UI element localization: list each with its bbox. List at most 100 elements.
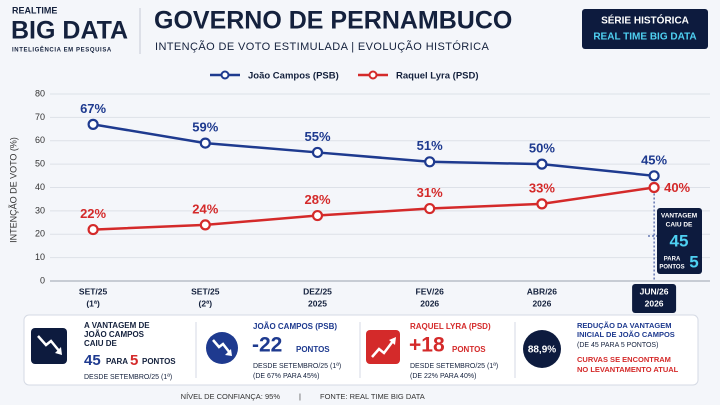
card-text: CURVAS SE ENCONTRAM xyxy=(577,355,671,364)
footer-separator: | xyxy=(299,392,301,401)
data-point xyxy=(199,137,211,149)
x-tick-label: 2026 xyxy=(420,298,439,308)
card-icon-arrow-head xyxy=(55,347,62,355)
card-text: NO LEVANTAMENTO ATUAL xyxy=(577,365,679,374)
card-icon-arrow xyxy=(371,340,394,358)
card-text: INICIAL DE JOÃO CAMPOS xyxy=(577,330,675,339)
x-tick-label: FEV/26 xyxy=(416,286,445,296)
card-text: JOÃO CAMPOS xyxy=(84,330,145,339)
x-tick-label: DEZ/25 xyxy=(303,286,332,296)
y-tick-label: 40 xyxy=(35,182,45,192)
y-tick-label: 10 xyxy=(35,252,45,262)
legend-marker xyxy=(220,70,230,80)
data-label: 55% xyxy=(304,129,330,144)
annotation-to: 5 xyxy=(689,252,698,271)
footer-text: NÍVEL DE CONFIANÇA: 95% xyxy=(181,392,281,401)
series-badge xyxy=(582,9,708,49)
annotation-text: CAIU DE xyxy=(666,222,693,229)
card-icon-arrow-head xyxy=(225,349,232,356)
card-badge xyxy=(523,330,561,368)
data-point xyxy=(648,181,660,194)
y-tick-label: 50 xyxy=(35,159,45,169)
x-tick-label: (2ª) xyxy=(199,298,213,308)
y-tick-label: 70 xyxy=(35,112,45,122)
data-label: 67% xyxy=(80,101,106,116)
legend-marker xyxy=(368,70,378,80)
logo-top: REALTIME xyxy=(12,5,57,15)
card-text: PARA xyxy=(106,357,128,366)
y-tick-label: 30 xyxy=(35,205,45,215)
y-tick-label: 60 xyxy=(35,135,45,145)
card-number: 5 xyxy=(130,352,138,369)
x-tick-label: JUN/26 xyxy=(640,286,669,296)
x-tick-label: SET/25 xyxy=(191,286,220,296)
x-tick-label: SET/25 xyxy=(79,286,108,296)
card-head: RAQUEL LYRA (PSD) xyxy=(410,322,491,331)
card-big: -22 xyxy=(252,334,282,357)
card-text: PONTOS xyxy=(452,345,486,354)
x-tick-label: 2026 xyxy=(532,298,551,308)
badge-bottom: REAL TIME BIG DATA xyxy=(593,32,696,43)
card-note: DESDE SETEMBRO/25 (1ª) xyxy=(410,363,498,370)
card-icon xyxy=(31,328,67,364)
card-icon xyxy=(206,332,238,364)
data-point xyxy=(87,223,99,236)
data-label: 33% xyxy=(529,180,555,195)
y-tick-label: 0 xyxy=(40,275,45,285)
card-text: PONTOS xyxy=(142,357,176,366)
logo-main: BIG DATA xyxy=(11,17,128,45)
chart-title: GOVERNO DE PERNAMBUCO xyxy=(154,7,512,35)
legend-label: Raquel Lyra (PSD) xyxy=(396,71,479,82)
data-label: 22% xyxy=(80,206,106,221)
card-text: CAIU DE xyxy=(84,339,118,348)
legend-label: João Campos (PSB) xyxy=(248,71,339,82)
data-point xyxy=(87,118,99,130)
y-tick-label: 20 xyxy=(35,229,45,239)
data-label: 50% xyxy=(529,141,555,156)
card-text: REDUÇÃO DA VANTAGEM xyxy=(577,321,671,330)
footer-text: FONTE: REAL TIME BIG DATA xyxy=(320,392,425,401)
x-tick-label: 2026 xyxy=(645,298,664,308)
card-note: (DE 22% PARA 40%) xyxy=(410,373,476,380)
card-text: PONTOS xyxy=(296,345,330,354)
card-icon xyxy=(366,330,400,364)
plot: 0 10 20 30 40 50 60 70 80 SET/25 (1ª) SET/25 (2ª) DEZ… xyxy=(35,70,710,313)
card-note: (DE 67% PARA 45%) xyxy=(253,373,319,380)
data-point xyxy=(424,202,436,215)
series-line xyxy=(93,186,655,231)
card-icon-arrow xyxy=(37,335,61,353)
card-icon-arrow-head xyxy=(389,337,396,345)
logo-tagline: INTELIGÊNCIA EM PESQUISA xyxy=(12,46,112,54)
data-point xyxy=(311,209,324,222)
data-label: 45% xyxy=(641,152,667,167)
data-label: 59% xyxy=(192,120,218,135)
category-highlight xyxy=(632,284,677,313)
card-note: (DE 45 PARA 5 PONTOS) xyxy=(577,342,658,349)
card-number: 45 xyxy=(84,352,101,369)
annotation-text: PONTOS xyxy=(659,265,684,271)
summary-panel xyxy=(23,314,699,386)
annotation-text: VANTAGEM xyxy=(661,213,697,220)
card-head: JOÃO CAMPOS (PSB) xyxy=(253,322,337,331)
data-label: 31% xyxy=(417,185,443,200)
y-tick-label: 80 xyxy=(35,88,45,98)
x-tick-label: (1ª) xyxy=(86,298,100,308)
data-label: 51% xyxy=(417,138,443,153)
badge-top: SÉRIE HISTÓRICA xyxy=(601,14,689,27)
annotation-box xyxy=(657,208,702,274)
data-point xyxy=(424,156,436,168)
data-label: 24% xyxy=(192,201,218,216)
x-tick-label: ABR/26 xyxy=(527,286,558,296)
annotation-from: 45 xyxy=(670,231,689,250)
data-point xyxy=(536,198,548,210)
data-point xyxy=(311,146,324,159)
card-badge-text: 88,9% xyxy=(528,345,556,356)
data-label: 28% xyxy=(304,192,330,207)
annotation-text: PARA xyxy=(664,257,681,263)
card-text: A VANTAGEM DE xyxy=(84,321,150,330)
y-axis-title: INTENÇÃO DE VOTO (%) xyxy=(8,137,18,243)
data-point xyxy=(536,158,548,170)
